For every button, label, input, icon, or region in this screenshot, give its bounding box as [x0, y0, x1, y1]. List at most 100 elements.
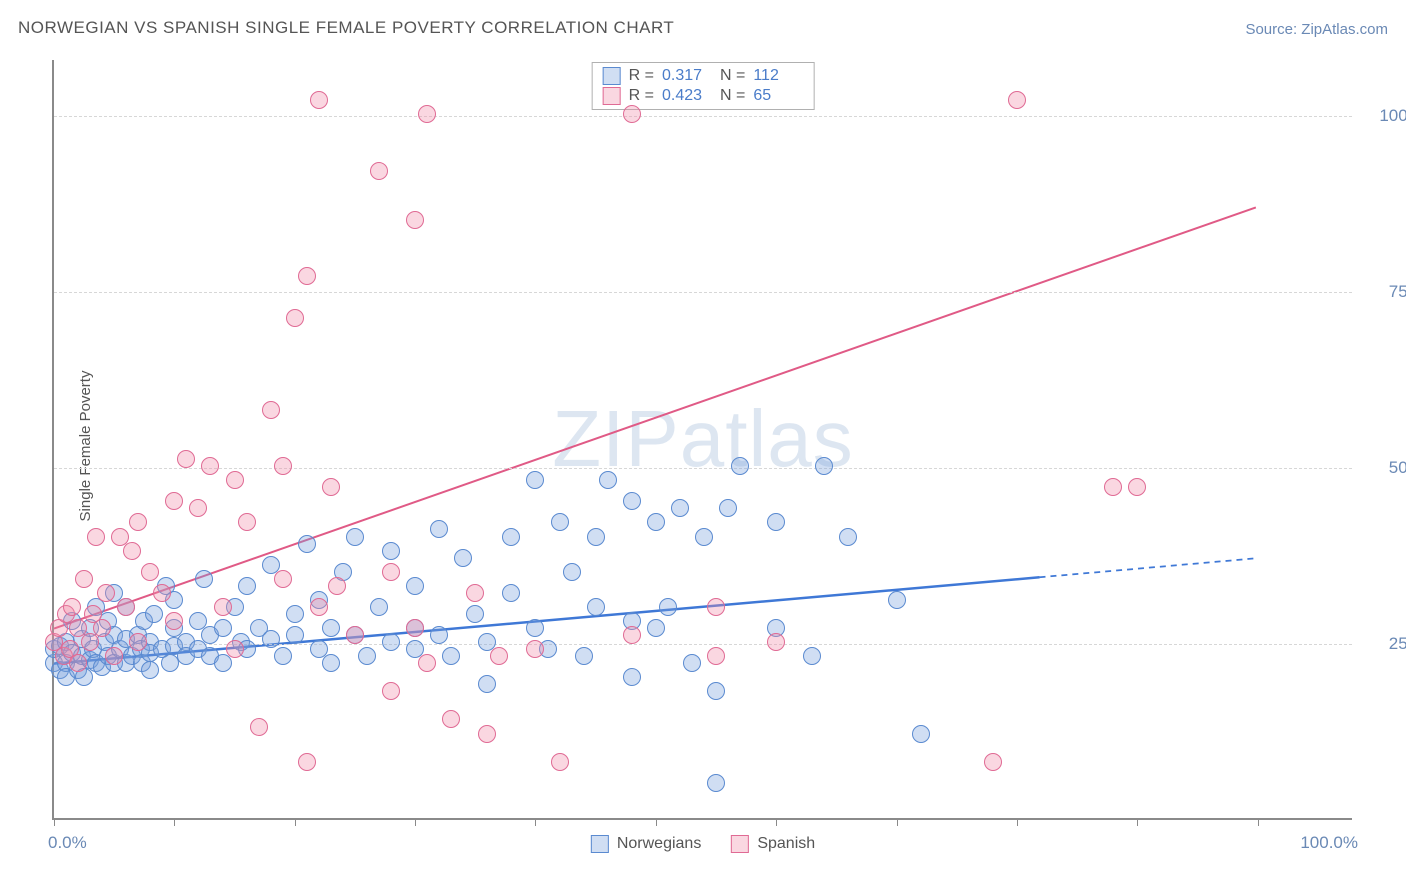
scatter-point-norwegians [382, 633, 400, 651]
scatter-point-norwegians [587, 528, 605, 546]
scatter-point-spanish [201, 457, 219, 475]
scatter-point-spanish [63, 598, 81, 616]
scatter-point-norwegians [195, 570, 213, 588]
scatter-point-spanish [382, 682, 400, 700]
scatter-point-norwegians [145, 605, 163, 623]
scatter-point-spanish [250, 718, 268, 736]
scatter-point-spanish [123, 542, 141, 560]
scatter-point-spanish [466, 584, 484, 602]
scatter-point-spanish [141, 563, 159, 581]
scatter-point-spanish [129, 633, 147, 651]
scatter-point-spanish [81, 633, 99, 651]
scatter-point-norwegians [502, 584, 520, 602]
scatter-point-norwegians [526, 619, 544, 637]
scatter-point-norwegians [382, 542, 400, 560]
scatter-point-spanish [418, 105, 436, 123]
scatter-point-spanish [93, 619, 111, 637]
scatter-point-spanish [226, 471, 244, 489]
scatter-point-norwegians [839, 528, 857, 546]
scatter-point-spanish [478, 725, 496, 743]
scatter-point-spanish [189, 499, 207, 517]
scatter-point-spanish [97, 584, 115, 602]
scatter-point-spanish [129, 513, 147, 531]
scatter-point-norwegians [370, 598, 388, 616]
scatter-point-norwegians [683, 654, 701, 672]
legend: Norwegians Spanish [591, 835, 815, 853]
scatter-point-norwegians [161, 654, 179, 672]
scatter-point-norwegians [815, 457, 833, 475]
x-tick [776, 818, 777, 826]
scatter-point-norwegians [526, 471, 544, 489]
x-axis-max-label: 100.0% [1300, 833, 1358, 853]
scatter-point-norwegians [358, 647, 376, 665]
stat-R-value: 0.317 [662, 67, 712, 85]
y-tick-label: 100.0% [1379, 106, 1406, 126]
scatter-point-spanish [238, 513, 256, 531]
scatter-point-norwegians [286, 626, 304, 644]
scatter-point-spanish [490, 647, 508, 665]
scatter-point-spanish [707, 598, 725, 616]
scatter-point-norwegians [430, 626, 448, 644]
scatter-point-norwegians [286, 605, 304, 623]
trendline-dashed-norwegians [1040, 558, 1256, 577]
x-tick [1017, 818, 1018, 826]
scatter-point-norwegians [671, 499, 689, 517]
swatch-norwegians [603, 67, 621, 85]
scatter-point-spanish [153, 584, 171, 602]
stats-row-norwegians: R =0.317N =112 [603, 67, 804, 85]
scatter-point-spanish [310, 91, 328, 109]
scatter-point-spanish [214, 598, 232, 616]
chart-title: NORWEGIAN VS SPANISH SINGLE FEMALE POVER… [18, 18, 674, 38]
scatter-point-norwegians [214, 619, 232, 637]
x-tick [1258, 818, 1259, 826]
stat-N-label: N = [720, 67, 745, 85]
scatter-point-spanish [623, 105, 641, 123]
scatter-point-spanish [984, 753, 1002, 771]
scatter-point-norwegians [322, 619, 340, 637]
scatter-point-spanish [87, 528, 105, 546]
stat-R-label: R = [629, 87, 654, 105]
gridline-h [54, 292, 1352, 293]
scatter-point-spanish [1008, 91, 1026, 109]
scatter-point-norwegians [707, 682, 725, 700]
scatter-point-norwegians [502, 528, 520, 546]
scatter-point-norwegians [430, 520, 448, 538]
gridline-h [54, 116, 1352, 117]
watermark-bold: ZIP [552, 394, 679, 483]
stat-N-value: 112 [753, 67, 803, 85]
scatter-point-norwegians [141, 661, 159, 679]
x-axis-min-label: 0.0% [48, 833, 87, 853]
legend-item-spanish: Spanish [731, 835, 815, 853]
legend-item-norwegians: Norwegians [591, 835, 701, 853]
x-tick [535, 818, 536, 826]
scatter-point-norwegians [214, 654, 232, 672]
x-tick [656, 818, 657, 826]
scatter-point-norwegians [298, 535, 316, 553]
scatter-point-norwegians [406, 577, 424, 595]
scatter-point-spanish [526, 640, 544, 658]
scatter-point-spanish [105, 647, 123, 665]
scatter-point-norwegians [767, 513, 785, 531]
x-tick [415, 818, 416, 826]
trendlines-svg [54, 60, 1352, 818]
scatter-point-norwegians [647, 513, 665, 531]
trendline-spanish [54, 207, 1256, 628]
scatter-point-norwegians [888, 591, 906, 609]
scatter-point-norwegians [478, 675, 496, 693]
scatter-point-norwegians [659, 598, 677, 616]
scatter-point-spanish [274, 570, 292, 588]
scatter-point-norwegians [647, 619, 665, 637]
scatter-point-spanish [69, 654, 87, 672]
x-tick [174, 818, 175, 826]
stat-N-value: 65 [753, 87, 803, 105]
scatter-point-norwegians [587, 598, 605, 616]
legend-label: Spanish [757, 835, 815, 853]
x-tick [54, 818, 55, 826]
y-tick-label: 25.0% [1389, 634, 1406, 654]
gridline-h [54, 468, 1352, 469]
scatter-point-spanish [286, 309, 304, 327]
scatter-point-norwegians [346, 528, 364, 546]
scatter-point-spanish [75, 570, 93, 588]
scatter-point-spanish [623, 626, 641, 644]
scatter-point-spanish [406, 211, 424, 229]
